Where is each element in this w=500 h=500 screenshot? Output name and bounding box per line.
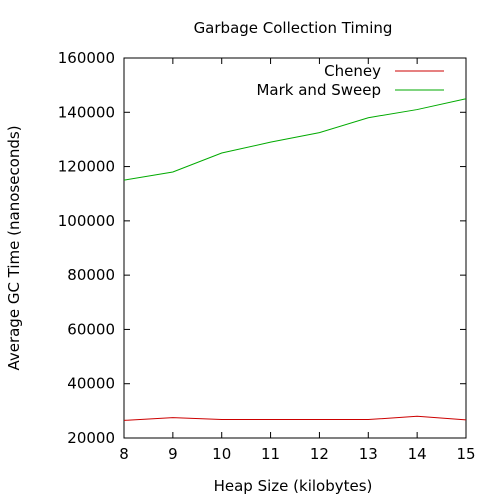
x-tick-label: 10 [212,445,231,463]
x-tick-label: 14 [408,445,427,463]
x-tick-label: 13 [359,445,378,463]
series-line-1 [123,98,467,181]
x-tick-label: 8 [119,445,129,463]
y-tick-label: 160000 [58,49,115,67]
x-axis-label: Heap Size (kilobytes) [214,477,373,495]
legend-label-0: Cheney [324,62,381,80]
x-tick-label: 15 [456,445,475,463]
series-lines [123,98,467,421]
x-tick-label: 9 [168,445,178,463]
chart-title: Garbage Collection Timing [194,19,393,37]
x-tick-label: 11 [261,445,280,463]
plot-frame [123,57,467,439]
y-tick-label: 100000 [58,212,115,230]
legend-label-1: Mark and Sweep [256,81,381,99]
y-tick-label: 60000 [67,320,115,338]
y-tick-label: 80000 [67,266,115,284]
x-tick-label: 12 [310,445,329,463]
series-line-0 [123,415,467,421]
y-tick-label: 40000 [67,375,115,393]
y-tick-label: 20000 [67,429,115,447]
axis-ticks: 20000 40000 60000 80000 100000 120000 140000 16… [58,49,476,463]
y-tick-label: 140000 [58,103,115,121]
y-tick-label: 120000 [58,158,115,176]
y-axis-label: Average GC Time (nanoseconds) [5,125,23,370]
